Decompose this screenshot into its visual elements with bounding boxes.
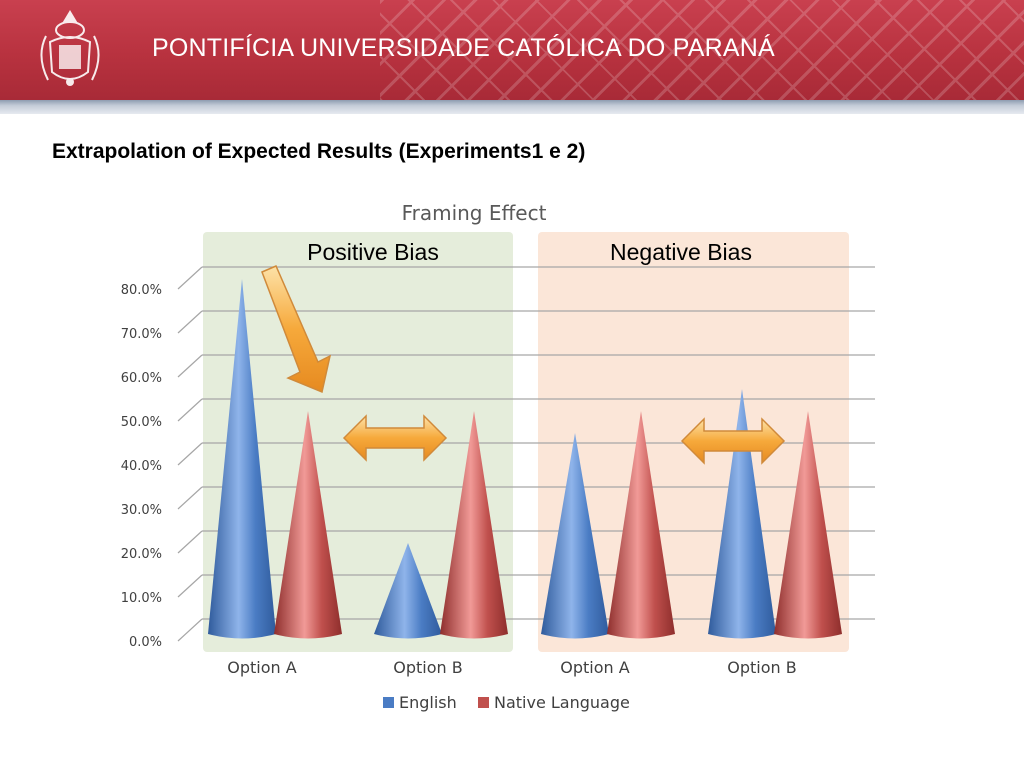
gridline-depth xyxy=(177,618,203,642)
y-tick-label: 40.0% xyxy=(121,459,162,474)
cone-native-0 xyxy=(274,411,342,639)
gridline-depth xyxy=(177,266,203,290)
y-tick-label: 60.0% xyxy=(121,371,162,386)
gridline-depth xyxy=(177,530,203,554)
university-name: PONTIFÍCIA UNIVERSIDADE CATÓLICA DO PARA… xyxy=(152,34,775,62)
group-label-positive: Positive Bias xyxy=(307,239,439,265)
chart-title: Framing Effect xyxy=(402,201,547,225)
legend-swatch xyxy=(478,697,489,708)
y-tick-label: 80.0% xyxy=(121,283,162,298)
legend-swatch xyxy=(383,697,394,708)
y-tick-label: 0.0% xyxy=(129,635,162,650)
group-label-negative: Negative Bias xyxy=(610,239,752,265)
double-arrow-icon xyxy=(342,414,448,462)
y-tick-label: 10.0% xyxy=(121,591,162,606)
cone-native-3 xyxy=(774,411,842,639)
x-category-label: Option A xyxy=(560,658,629,677)
x-category-label: Option B xyxy=(727,658,796,677)
legend-label: English xyxy=(399,693,457,712)
banner-divider xyxy=(0,100,1024,114)
cone-native-1 xyxy=(440,411,508,639)
gridline-depth xyxy=(177,486,203,510)
diagonal-arrow-icon xyxy=(261,265,332,394)
y-tick-label: 20.0% xyxy=(121,547,162,562)
gridline-depth xyxy=(177,354,203,378)
cone-english-3 xyxy=(708,389,776,639)
gridline-depth xyxy=(177,398,203,422)
cone-native-2 xyxy=(607,411,675,639)
cone-english-2 xyxy=(541,433,609,639)
double-arrow-icon xyxy=(680,417,786,465)
header-banner: PONTIFÍCIA UNIVERSIDADE CATÓLICA DO PARA… xyxy=(0,0,1024,100)
gridline-depth xyxy=(177,310,203,334)
slide-title: Extrapolation of Expected Results (Exper… xyxy=(52,140,586,163)
y-tick-label: 50.0% xyxy=(121,415,162,430)
cone-english-1 xyxy=(374,543,442,639)
cone-english-0 xyxy=(208,279,276,639)
gridline-depth xyxy=(177,442,203,466)
legend-label: Native Language xyxy=(494,693,630,712)
x-category-label: Option B xyxy=(393,658,462,677)
university-crest-icon xyxy=(40,10,100,86)
banner-pattern xyxy=(380,0,1024,100)
gridline-depth xyxy=(177,574,203,598)
y-tick-label: 70.0% xyxy=(121,327,162,342)
x-category-label: Option A xyxy=(227,658,296,677)
y-tick-label: 30.0% xyxy=(121,503,162,518)
